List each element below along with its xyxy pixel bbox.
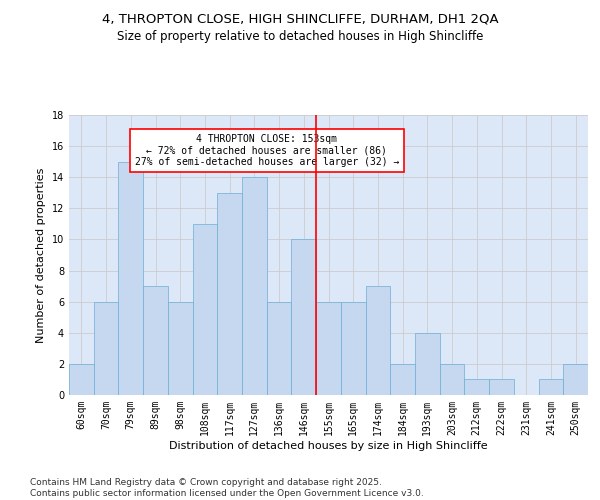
Bar <box>464 380 489 395</box>
Bar <box>292 240 316 395</box>
Bar <box>390 364 415 395</box>
Y-axis label: Number of detached properties: Number of detached properties <box>36 168 46 342</box>
Bar <box>118 162 143 395</box>
Bar <box>440 364 464 395</box>
Bar <box>415 333 440 395</box>
X-axis label: Distribution of detached houses by size in High Shincliffe: Distribution of detached houses by size … <box>169 440 488 450</box>
Text: Contains HM Land Registry data © Crown copyright and database right 2025.
Contai: Contains HM Land Registry data © Crown c… <box>30 478 424 498</box>
Bar <box>365 286 390 395</box>
Text: Size of property relative to detached houses in High Shincliffe: Size of property relative to detached ho… <box>117 30 483 43</box>
Bar <box>242 177 267 395</box>
Bar <box>143 286 168 395</box>
Bar <box>267 302 292 395</box>
Text: 4 THROPTON CLOSE: 153sqm
← 72% of detached houses are smaller (86)
27% of semi-d: 4 THROPTON CLOSE: 153sqm ← 72% of detach… <box>134 134 399 167</box>
Bar <box>316 302 341 395</box>
Bar <box>94 302 118 395</box>
Bar <box>489 380 514 395</box>
Bar <box>539 380 563 395</box>
Bar <box>168 302 193 395</box>
Bar <box>563 364 588 395</box>
Bar <box>217 193 242 395</box>
Text: 4, THROPTON CLOSE, HIGH SHINCLIFFE, DURHAM, DH1 2QA: 4, THROPTON CLOSE, HIGH SHINCLIFFE, DURH… <box>101 12 499 26</box>
Bar <box>69 364 94 395</box>
Bar <box>341 302 365 395</box>
Bar <box>193 224 217 395</box>
